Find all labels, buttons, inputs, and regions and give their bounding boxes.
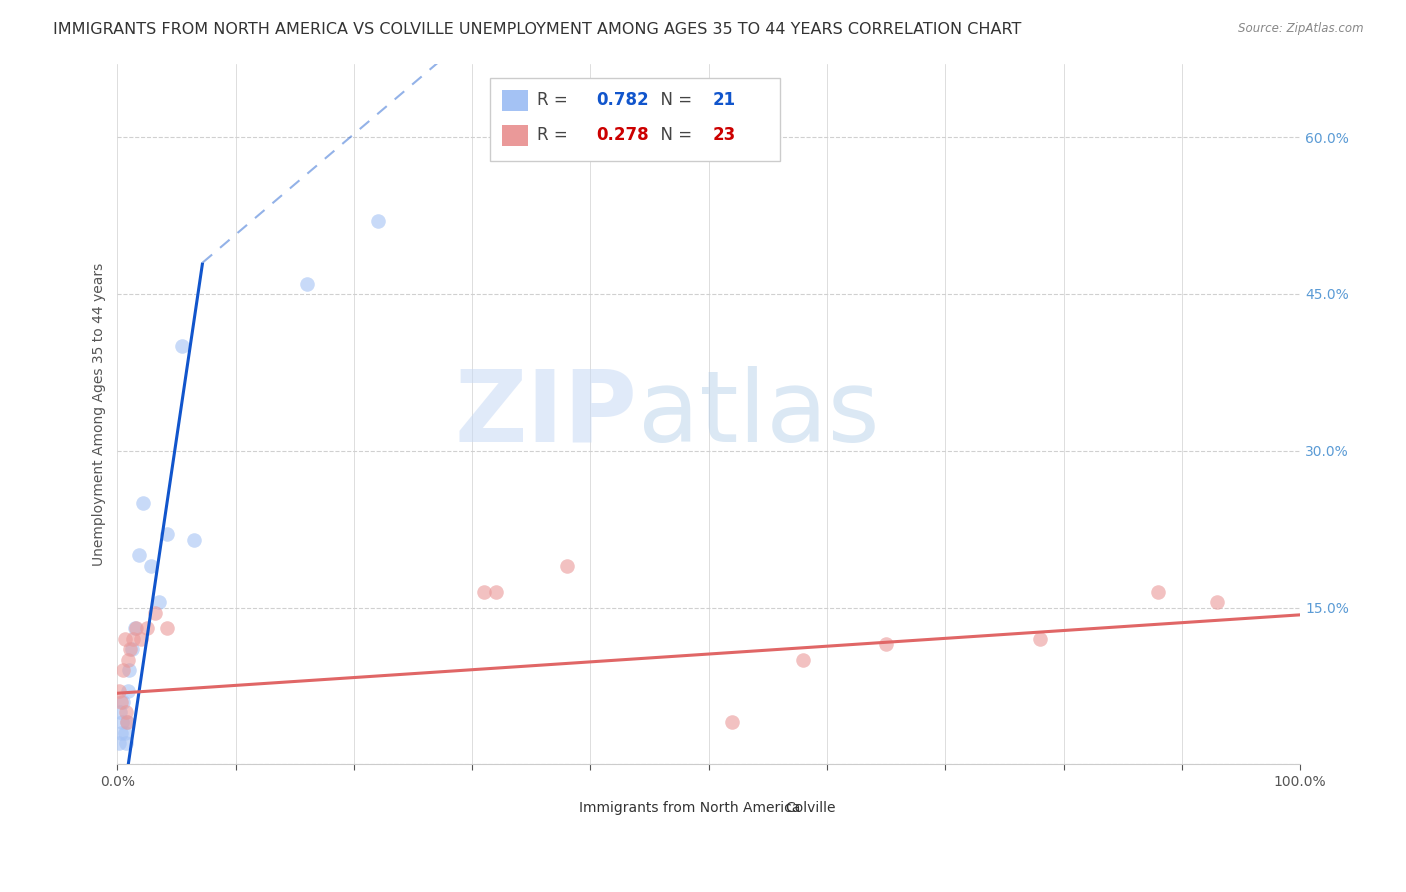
Point: [143, 606, 166, 620]
Text: Immigrants from North America: Immigrants from North America: [579, 801, 800, 815]
Point: [110, 695, 132, 709]
Bar: [502, 90, 527, 111]
Point: [156, 527, 179, 541]
Point: [128, 548, 150, 562]
Point: [114, 726, 136, 740]
Point: [721, 715, 744, 730]
Point: [792, 653, 814, 667]
Text: 0.278: 0.278: [596, 127, 650, 145]
Point: [107, 736, 129, 750]
Point: [555, 558, 578, 573]
Point: [118, 663, 141, 677]
Text: N =: N =: [650, 127, 697, 145]
Point: [132, 496, 155, 510]
Bar: [502, 125, 527, 146]
Point: [121, 632, 143, 646]
Text: R =: R =: [537, 127, 574, 145]
Point: [110, 726, 132, 740]
Point: [139, 558, 162, 573]
Point: [148, 595, 170, 609]
Text: 0.782: 0.782: [596, 92, 650, 110]
Point: [115, 715, 138, 730]
Point: [125, 622, 148, 636]
Bar: [543, 799, 569, 821]
Text: IMMIGRANTS FROM NORTH AMERICA VS COLVILLE UNEMPLOYMENT AMONG AGES 35 TO 44 YEARS: IMMIGRANTS FROM NORTH AMERICA VS COLVILL…: [53, 22, 1022, 37]
Point: [107, 684, 129, 698]
Point: [114, 632, 136, 646]
Point: [112, 663, 135, 677]
Y-axis label: Unemployment Among Ages 35 to 44 years: Unemployment Among Ages 35 to 44 years: [93, 262, 107, 566]
FancyBboxPatch shape: [489, 78, 780, 161]
Point: [114, 705, 136, 719]
Text: Colville: Colville: [786, 801, 837, 815]
Text: 23: 23: [713, 127, 735, 145]
Point: [111, 715, 134, 730]
Text: R =: R =: [537, 92, 574, 110]
Point: [172, 339, 194, 353]
Text: 21: 21: [713, 92, 735, 110]
Point: [485, 585, 508, 599]
Point: [115, 715, 138, 730]
Point: [108, 705, 131, 719]
Point: [121, 642, 143, 657]
Point: [156, 622, 179, 636]
Point: [1029, 632, 1052, 646]
Point: [124, 622, 146, 636]
Point: [129, 632, 152, 646]
Text: atlas: atlas: [638, 366, 879, 463]
Point: [295, 277, 318, 291]
Point: [117, 653, 139, 667]
Point: [472, 585, 495, 599]
Point: [112, 695, 135, 709]
Point: [183, 533, 205, 547]
Point: [1206, 595, 1229, 609]
Point: [136, 622, 159, 636]
Bar: [751, 799, 776, 821]
Point: [114, 736, 136, 750]
Text: Source: ZipAtlas.com: Source: ZipAtlas.com: [1239, 22, 1364, 36]
Point: [875, 637, 897, 651]
Point: [117, 684, 139, 698]
Text: N =: N =: [650, 92, 697, 110]
Text: ZIP: ZIP: [456, 366, 638, 463]
Point: [1147, 585, 1170, 599]
Point: [120, 642, 142, 657]
Point: [367, 214, 389, 228]
